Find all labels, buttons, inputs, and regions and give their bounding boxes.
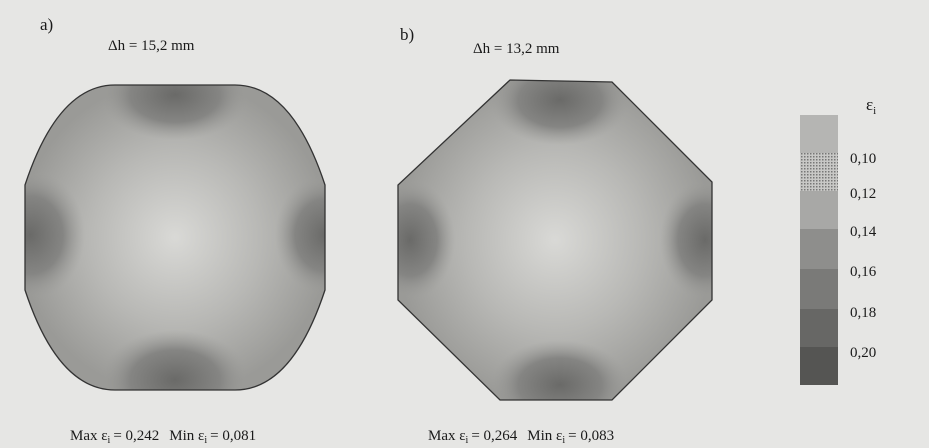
- legend-label: 0,14: [850, 224, 877, 240]
- height-label: Δh = 13,2 mm: [473, 41, 560, 57]
- panel-letter: b): [400, 25, 414, 44]
- legend-label: 0,12: [850, 186, 876, 202]
- strain-map-b: [398, 80, 712, 400]
- legend-label: 0,18: [850, 305, 876, 321]
- legend-label: 0,10: [850, 151, 876, 167]
- outline: [397, 79, 713, 401]
- legend-title: εi: [866, 95, 876, 117]
- caption-b: Max εi = 0,264 Min εi = 0,083: [428, 428, 614, 446]
- legend-bar: [800, 115, 838, 385]
- panel-letter: a): [40, 15, 53, 34]
- height-label: Δh = 15,2 mm: [108, 38, 195, 54]
- legend-label: 0,20: [850, 345, 876, 361]
- legend-label: 0,16: [850, 264, 877, 280]
- strain-map-a: [25, 85, 325, 390]
- caption-a: Max εi = 0,242 Min εi = 0,081: [70, 428, 256, 446]
- outline: [24, 84, 326, 391]
